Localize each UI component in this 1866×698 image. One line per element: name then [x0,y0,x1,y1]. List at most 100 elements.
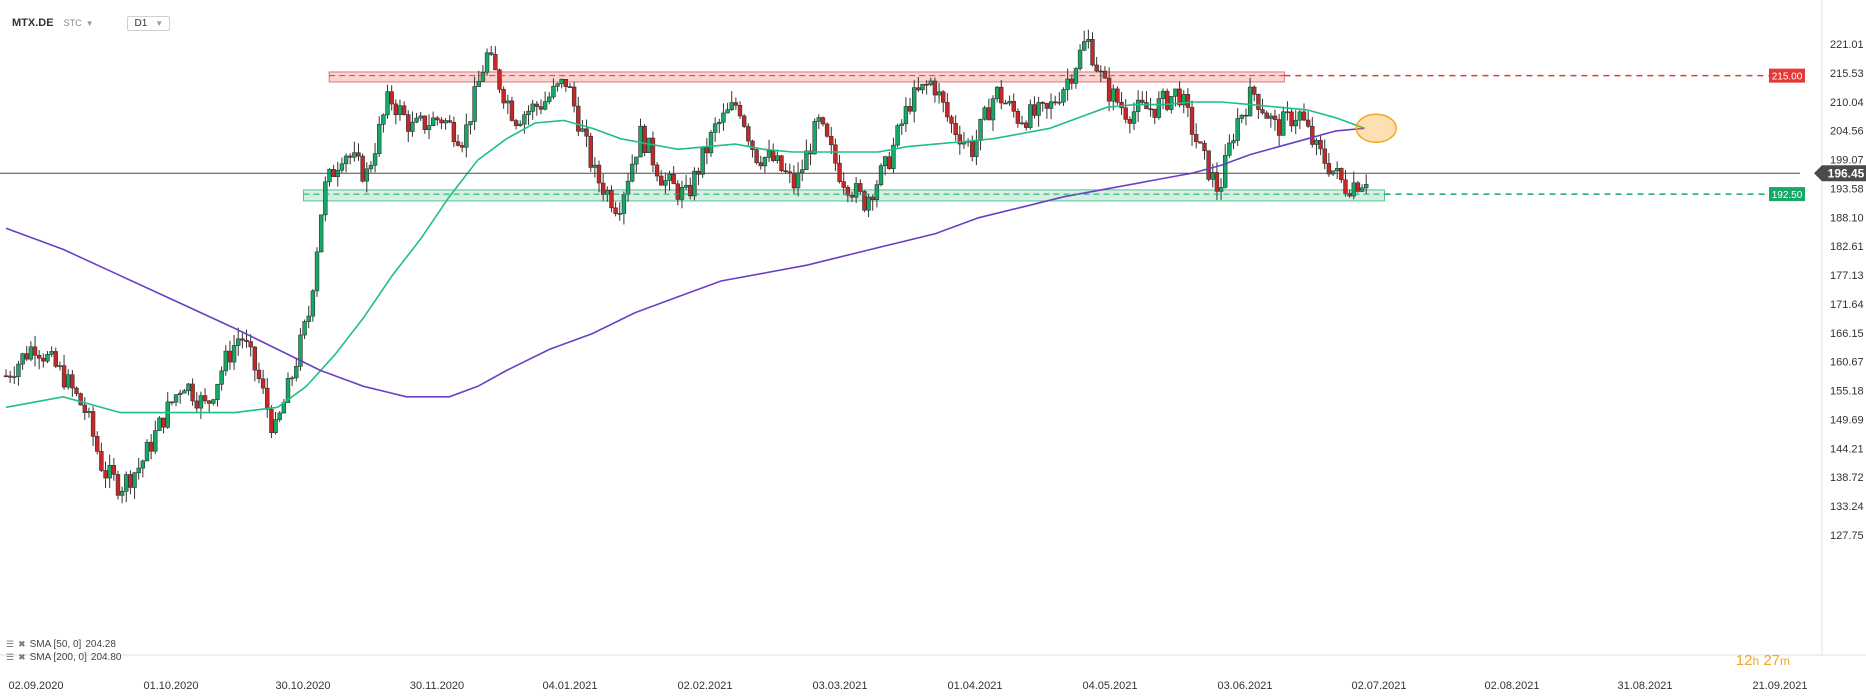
candle-up [1314,140,1319,145]
candle-up [385,91,390,116]
candle-up [1065,78,1070,90]
x-tick-label: 04.01.2021 [542,680,597,692]
candle-down [845,187,851,196]
candle-down [1177,88,1182,106]
candle-up [381,114,386,125]
candle-down [1289,111,1294,127]
exchange-selector[interactable]: STC ▼ [64,18,94,28]
candle-down [999,86,1004,104]
chevron-down-icon: ▼ [155,18,164,28]
candle-down [779,155,784,171]
level-label-bg [1769,68,1805,83]
candle-up [1048,101,1054,109]
candle-up [153,430,158,452]
candle-down [1044,103,1050,109]
candle-down [970,140,975,157]
candle-up [874,184,880,201]
legend-sma50[interactable]: ☰ ✖ SMA [50, 0] 204.28 [6,638,121,651]
candle-up [1334,168,1340,172]
candle-up [211,399,216,404]
candle-down [509,100,515,121]
candle-down [1106,77,1112,102]
countdown-minutes: 27 [1763,652,1780,669]
highlight-marker [1355,113,1397,144]
candle-up [468,121,473,126]
candle-up [476,81,481,87]
candle-up [414,117,419,123]
candle-down [1185,94,1191,108]
timeframe-selector[interactable]: D1 ▼ [127,15,171,31]
candle-down [169,401,175,404]
candle-up [692,170,697,197]
settings-icon[interactable]: ☰ [6,652,15,662]
candle-down [953,123,958,135]
y-tick-label: 149.69 [1830,414,1864,426]
candle-up [1181,94,1186,106]
candle-up [1364,183,1369,189]
x-tick-label: 31.08.2021 [1617,680,1672,692]
candle-down [459,145,465,148]
y-tick-label: 155.18 [1830,386,1864,398]
current-price-label-bg [1814,165,1866,182]
candle-up [1131,111,1137,124]
candle-up [621,194,627,214]
y-tick-label: 171.64 [1830,299,1864,311]
candle-down [758,162,763,167]
candle-down [1347,193,1352,197]
candle-up [289,377,295,380]
candle-down [783,170,788,173]
legend-sma200[interactable]: ☰ ✖ SMA [200, 0] 204.80 [6,651,121,664]
candle-up [119,490,125,496]
candle-up [721,112,726,123]
symbol-label[interactable]: MTX.DE [12,17,54,29]
candle-down [1140,99,1145,103]
candle-up [1235,118,1240,141]
sma50-line [5,101,1365,414]
candle-up [800,169,805,174]
candle-up [1007,100,1012,104]
level-label-bg [1769,187,1805,202]
candle-up [1169,95,1174,110]
candle-down [576,105,581,132]
candle-up [57,365,63,367]
candle-down [733,102,739,106]
candle-up [1351,182,1356,197]
candle-up [186,383,191,392]
legend-sma50-label: SMA [50, 0] [29,639,82,650]
candle-up [314,251,320,292]
candle-up [410,121,415,132]
candle-up [629,163,635,182]
y-tick-label: 204.56 [1830,126,1864,138]
chevron-down-icon: ▼ [85,18,94,28]
candle-up [882,156,888,167]
candle-down [265,387,270,410]
candle-up [547,96,552,102]
candle-up [107,465,112,479]
candle-up [484,52,490,73]
candle-up [1082,41,1087,51]
candle-down [704,147,710,154]
candle-up [372,153,378,166]
candle-down [1252,86,1257,95]
candle-countdown: 12h 27m [1736,652,1790,669]
candle-up [775,155,780,161]
x-tick-label: 02.08.2021 [1484,680,1539,692]
candle-up [182,390,187,394]
candle-down [451,121,457,143]
close-icon[interactable]: ✖ [18,652,26,662]
y-tick-label: 215.53 [1830,68,1864,80]
legend-sma50-value: 204.28 [85,639,116,650]
candle-up [173,394,179,403]
candle-down [750,140,755,150]
close-icon[interactable]: ✖ [18,639,26,649]
candle-down [1198,141,1203,144]
candle-up [1231,140,1236,144]
candle-down [99,451,104,471]
settings-icon[interactable]: ☰ [6,639,15,649]
candle-down [202,395,208,402]
exchange-label: STC [63,18,82,28]
candle-up [920,83,925,91]
candle-down [1318,140,1323,150]
candle-down [1305,119,1311,127]
